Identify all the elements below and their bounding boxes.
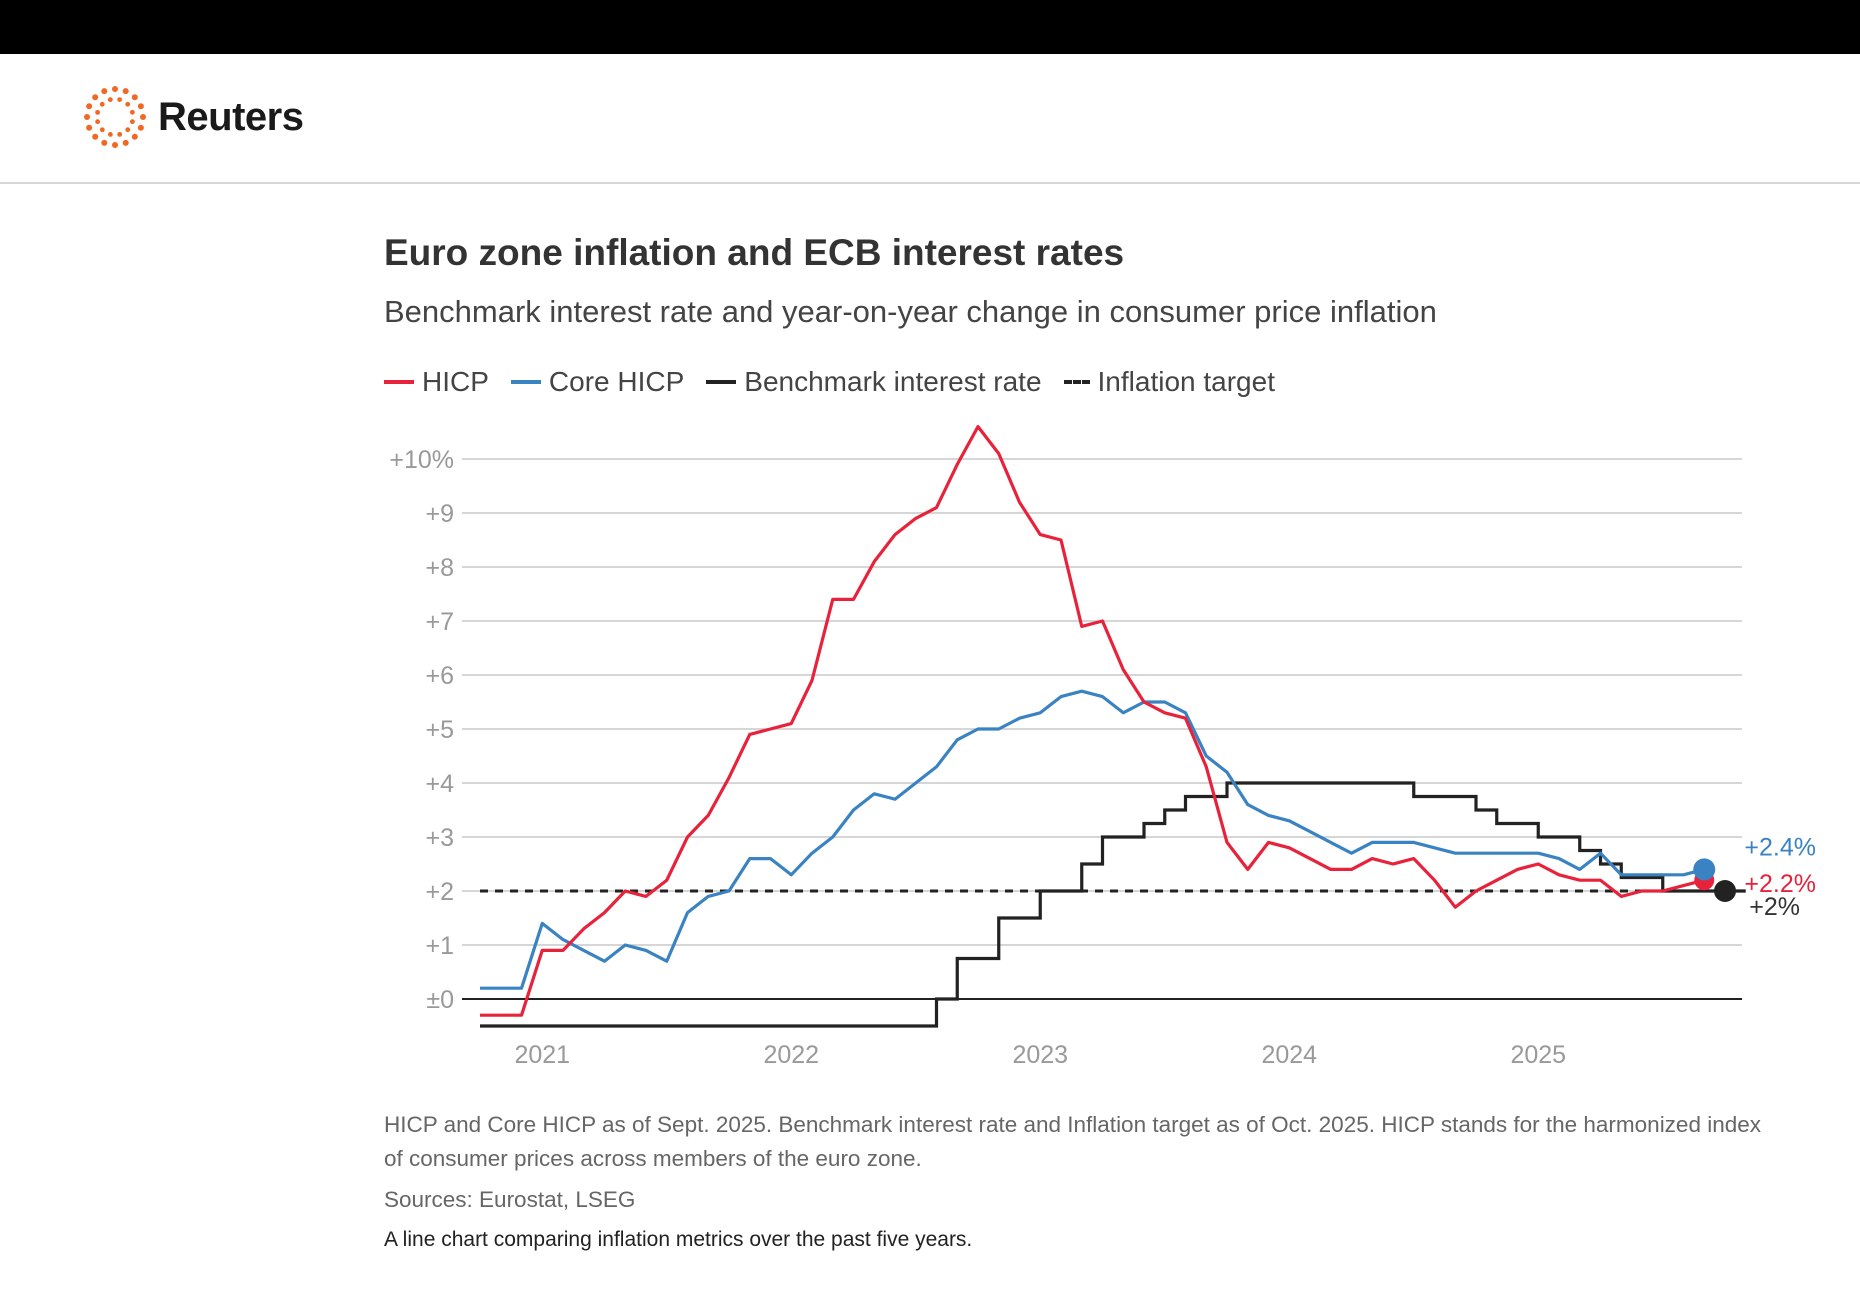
logo-dot <box>95 119 101 125</box>
y-tick-label: +8 <box>425 554 454 582</box>
logo-dot <box>112 142 118 148</box>
benchmark-rate-end-label: +2% <box>1749 893 1800 921</box>
logo-dot <box>137 103 144 110</box>
logo-dot <box>112 86 118 92</box>
logo-dot <box>101 88 108 95</box>
logo-dot <box>117 131 123 137</box>
logo-dot <box>140 114 146 120</box>
chart-legend: HICP Core HICP Benchmark interest rate I… <box>384 366 1297 398</box>
logo-dot <box>95 109 101 115</box>
brand-name: Reuters <box>158 94 304 139</box>
legend-swatch <box>1063 380 1090 384</box>
legend-label: HICP <box>422 366 489 397</box>
line-chart: +10% +9 +8 +7 +6 +5 +4 +3 +2 +1 ±0 2021 2022 2023 2024… <box>389 425 1816 1069</box>
y-tick-label: +1 <box>425 932 454 960</box>
logo-dot <box>129 119 135 125</box>
logo-dot <box>101 139 108 146</box>
chart-subtitle: Benchmark interest rate and year-on-year… <box>384 294 1437 329</box>
y-tick-label: +6 <box>425 662 454 690</box>
chart-title: Euro zone inflation and ECB interest rat… <box>384 232 1125 273</box>
benchmark-rate-end-marker <box>1714 880 1736 902</box>
x-tick-label: 2022 <box>763 1041 819 1069</box>
x-tick-label: 2021 <box>514 1041 570 1069</box>
legend-swatch <box>706 380 737 384</box>
legend-item-inflation-target: Inflation target <box>1063 366 1275 398</box>
core-hicp-line <box>480 689 1705 990</box>
logo-dot <box>122 88 129 95</box>
logo-dot <box>125 127 131 133</box>
logo-dot <box>92 94 99 101</box>
logo-dot <box>107 97 113 103</box>
legend-label: Benchmark interest rate <box>744 366 1042 397</box>
logo-dot <box>137 124 144 131</box>
core-hicp-end-marker <box>1693 858 1716 881</box>
logo-dot <box>131 94 138 101</box>
logo-dot <box>122 139 129 146</box>
legend-item-hicp: HICP <box>384 366 489 398</box>
y-tick-label: +7 <box>425 608 454 636</box>
y-tick-label: +10% <box>389 446 454 474</box>
logo-dot <box>107 131 113 137</box>
hicp-line <box>480 425 1705 1017</box>
brand[interactable]: Reuters <box>82 84 304 150</box>
chart-note: HICP and Core HICP as of Sept. 2025. Ben… <box>384 1112 1762 1171</box>
legend-swatch <box>384 380 414 384</box>
x-tick-label: 2024 <box>1261 1041 1317 1069</box>
legend-label: Inflation target <box>1097 366 1275 397</box>
y-tick-label: +9 <box>425 500 454 528</box>
y-tick-label: +5 <box>425 716 454 744</box>
y-tick-label: +3 <box>425 824 454 852</box>
logo-dot <box>125 101 131 107</box>
logo-dot <box>99 127 105 133</box>
logo-dot <box>131 133 138 140</box>
logo-dot <box>86 124 93 131</box>
hicp-end-label: +2.2% <box>1744 870 1816 898</box>
top-bar <box>0 0 1860 54</box>
logo-dot <box>99 101 105 107</box>
reuters-dot-ring-icon <box>84 86 146 148</box>
chart-alt-text: A line chart comparing inflation metrics… <box>384 1228 973 1251</box>
logo-dot <box>86 103 93 110</box>
logo-dot <box>117 97 123 103</box>
y-tick-label: ±0 <box>426 986 454 1014</box>
legend-item-benchmark-rate: Benchmark interest rate <box>706 366 1042 398</box>
chart-sources: Sources: Eurostat, LSEG <box>384 1187 636 1212</box>
y-tick-label: +2 <box>425 878 454 906</box>
logo-dot <box>129 109 135 115</box>
benchmark-rate-line <box>480 781 1746 1028</box>
logo-dot <box>84 114 90 120</box>
y-tick-label: +4 <box>425 770 454 798</box>
header-divider <box>0 182 1860 184</box>
x-tick-label: 2025 <box>1510 1041 1566 1069</box>
logo-dot <box>92 133 99 140</box>
x-tick-label: 2023 <box>1012 1041 1068 1069</box>
core-hicp-end-label: +2.4% <box>1744 833 1816 861</box>
legend-swatch <box>510 380 541 384</box>
legend-item-core-hicp: Core HICP <box>510 366 685 398</box>
legend-label: Core HICP <box>548 366 685 397</box>
